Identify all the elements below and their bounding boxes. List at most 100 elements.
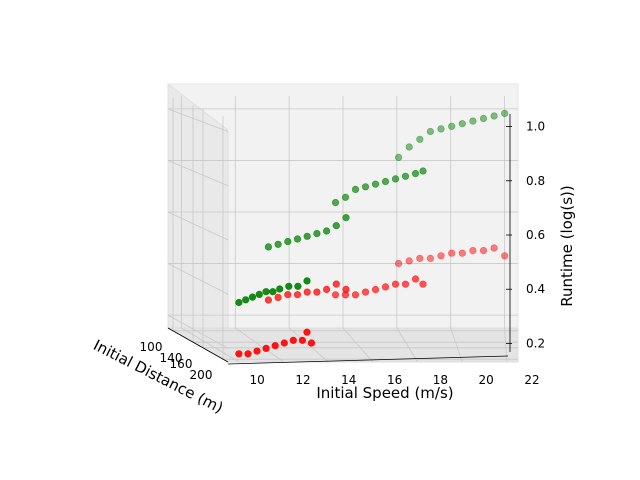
point-green	[391, 175, 400, 183]
z-tick-label: 0.4	[526, 282, 545, 296]
point-green	[401, 172, 410, 180]
point-red	[271, 342, 279, 350]
point-green	[242, 296, 250, 304]
y-tick-label: 160	[170, 357, 193, 371]
point-green	[294, 282, 302, 290]
point-red	[307, 339, 316, 347]
point-green	[264, 243, 273, 251]
grid-line-x-floor	[450, 327, 463, 363]
x-tick-label: 20	[479, 373, 494, 387]
point-green	[331, 199, 340, 207]
point-red	[280, 339, 288, 347]
point-green	[469, 117, 477, 125]
grid-line-x-floor	[181, 327, 240, 363]
point-green	[262, 288, 270, 296]
x-tick-label: 18	[433, 373, 448, 387]
point-green	[313, 230, 321, 238]
point-green	[341, 193, 350, 201]
grid-line-z-left	[167, 160, 229, 187]
point-green	[411, 170, 420, 178]
y-tick-label: 200	[190, 368, 213, 382]
point-green	[405, 143, 413, 151]
point-red	[293, 291, 302, 299]
point-red	[303, 328, 311, 336]
point-red	[303, 288, 311, 296]
point-green	[323, 227, 331, 235]
y-tick-label: 140	[160, 351, 183, 365]
point-green	[501, 109, 509, 117]
point-red	[313, 288, 321, 296]
z-tick-label: 0.2	[526, 336, 545, 350]
point-green	[448, 122, 456, 130]
grid-line-x-floor	[235, 327, 284, 363]
point-red	[284, 291, 292, 299]
point-green	[303, 232, 311, 240]
point-red	[469, 247, 477, 255]
point-red	[416, 254, 424, 262]
point-green	[395, 153, 403, 161]
grid-line-z-left	[167, 211, 229, 241]
point-red	[274, 293, 282, 302]
x-axis-label: Initial Speed (m/s)	[316, 384, 453, 402]
point-red	[331, 291, 340, 299]
x-axis-line	[227, 355, 509, 365]
point-red	[437, 252, 445, 260]
point-green	[371, 180, 380, 188]
point-green	[419, 167, 427, 175]
point-red	[411, 275, 420, 283]
point-green	[274, 240, 282, 248]
x-tick-label: 22	[524, 373, 539, 387]
data-points	[235, 109, 509, 358]
point-green	[416, 135, 424, 143]
y-axis-line	[167, 327, 229, 363]
point-red	[395, 259, 403, 268]
point-green	[490, 112, 498, 120]
point-red	[361, 288, 370, 296]
x-tick-label: 16	[387, 373, 402, 387]
point-red	[351, 291, 360, 299]
point-green	[285, 282, 293, 290]
point-red	[253, 347, 261, 355]
point-red	[426, 254, 435, 262]
point-red	[342, 285, 350, 294]
point-green	[284, 238, 292, 246]
z-axis-label: Runtime (log(s))	[558, 185, 576, 307]
point-green	[437, 125, 445, 133]
point-red	[235, 350, 243, 358]
point-red	[264, 296, 273, 304]
point-red	[501, 252, 509, 260]
point-green	[255, 290, 263, 299]
point-red	[401, 280, 410, 288]
point-red	[289, 336, 297, 344]
grid-line-z-left	[167, 263, 229, 295]
x-tick-label: 14	[341, 373, 356, 387]
x-tick-label: 12	[295, 373, 310, 387]
y-tick-label: 100	[140, 340, 163, 354]
point-green	[351, 185, 360, 193]
z-tick-label: 0.6	[526, 228, 545, 242]
point-green	[426, 127, 435, 136]
point-green	[361, 183, 370, 191]
point-red	[262, 344, 270, 353]
point-red	[244, 350, 252, 358]
point-red	[490, 244, 498, 252]
point-green	[276, 285, 284, 293]
point-red	[298, 336, 307, 344]
point-red	[371, 285, 380, 294]
point-green	[269, 288, 277, 296]
grid-line-x-floor	[342, 327, 374, 363]
point-green	[479, 114, 488, 123]
point-green	[458, 120, 466, 128]
point-green	[293, 235, 302, 243]
point-red	[323, 285, 331, 294]
z-tick-label: 1.0	[526, 120, 545, 134]
grid-line-z-left	[167, 314, 229, 349]
point-red	[391, 280, 400, 288]
point-green	[303, 277, 311, 285]
point-green	[342, 214, 350, 222]
point-green	[332, 222, 340, 230]
point-red	[332, 280, 340, 288]
